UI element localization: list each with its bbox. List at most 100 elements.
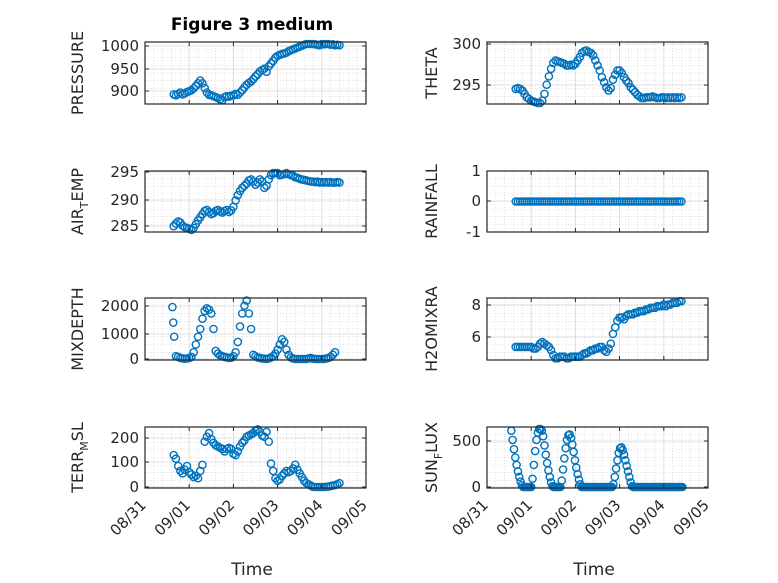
theta-marker [628,85,638,95]
h2omixra-marker [672,298,682,308]
theta-marker [606,83,616,93]
mixdepth-marker [246,324,256,334]
terrsl-marker [260,432,269,442]
airemp-marker [288,171,298,181]
sunlux-marker [545,472,555,482]
airemp-marker [260,183,269,193]
figure-title: Figure 3 medium [171,15,333,35]
theta-marker [593,61,602,70]
theta-marker [588,51,598,60]
h2omixra-marker [546,345,556,355]
sunlux-marker [538,431,548,441]
sunlux-marker [623,467,633,476]
theta-marker [582,46,591,55]
pressure-marker [262,67,271,77]
theta-marker [617,68,627,78]
mixdepth-marker [211,346,221,356]
theta-marker [590,56,600,65]
airemp-marker [246,175,256,184]
sunlux-xtick-label: 09/02 [537,496,580,539]
h2omixra-ytick-label: 6 [471,328,481,346]
h2omixra-marker [661,301,671,311]
terrsl-xtick-label: 08/31 [107,496,150,539]
sunlux-marker [611,464,621,473]
h2omixra-marker [577,350,587,360]
sunlux-xtick-label: 09/01 [493,496,536,539]
terrsl-marker [237,438,247,448]
h2omixra-marker [584,347,593,357]
h2omixra-ytick-label: 8 [471,296,481,314]
airemp-marker [178,221,187,230]
terrsl-marker [191,471,201,481]
pressure-ytick-label: 1000 [101,37,139,55]
theta-marker [599,77,609,87]
airemp-marker [264,175,274,184]
terrsl-marker [266,459,276,468]
mixdepth-marker [193,332,203,342]
mixdepth-marker [226,353,236,362]
theta-marker [677,92,686,102]
pressure-marker [198,79,207,88]
x-axis-label-right: Time [572,560,615,580]
mixdepth-marker [240,301,249,311]
sunlux-marker [622,461,631,471]
h2omixra-marker [639,306,649,316]
sunlux-marker [618,445,627,455]
h2omixra-marker [606,339,616,348]
sunlux-marker [536,424,545,434]
theta-marker [515,84,525,94]
theta-marker [524,94,534,104]
mixdepth-marker [233,337,243,347]
terrsl-ytick-label: 100 [110,453,139,471]
theta-ytick-label: 300 [452,35,481,53]
mixdepth-marker [328,350,338,360]
h2omixra-marker [599,345,609,355]
theta-marker [615,66,624,75]
mixdepth-panel: 0 1000 2000 MIXDEPTH [68,287,367,371]
terrsl-axes-box [144,426,367,489]
airemp-marker [240,181,249,191]
theta-marker [568,61,578,70]
mixdepth-marker [209,324,218,334]
terrsl-marker [171,454,181,464]
sunlux-xtick-label: 08/31 [449,496,492,539]
sunlux-xtick-label: 09/05 [670,496,713,539]
sunlux-marker [526,482,536,492]
pressure-ylabel: PRESSURE [68,31,87,115]
h2omixra-marker [542,341,551,350]
pressure-panel: 900 950 1000 PRESSURE [68,31,367,115]
airemp-marker [169,221,179,231]
theta-marker [624,78,633,88]
pressure-marker [202,88,212,97]
rainfall-ytick-label: -1 [466,223,481,241]
terrsl-marker [268,466,278,476]
mixdepth-marker [168,302,177,312]
airemp-ylabel: AIRTEMP [68,168,91,235]
terrsl-marker [198,460,207,470]
terrsl-marker [290,460,300,470]
terrsl-xtick-label: 09/04 [283,496,326,539]
pressure-marker [271,53,280,62]
sunlux-xtick-label: 09/04 [625,496,668,539]
sunlux-marker [509,444,519,454]
theta-marker [540,89,549,99]
sunlux-marker [569,447,578,457]
theta-marker [542,80,551,90]
terrsl-marker [187,470,196,479]
h2omixra-axes-box [486,297,709,361]
sunlux-marker [513,467,523,476]
rainfall-panel: -1 0 1 RAINFALL [422,162,709,241]
airemp-panel: 285 290 295 AIRTEMP [68,163,367,235]
sunlux-marker [540,441,549,450]
pressure-marker [246,77,256,86]
pressure-marker [189,84,198,93]
sunlux-marker [574,475,584,484]
pressure-ytick-label: 900 [110,82,139,100]
terrsl-xtick-label: 09/05 [328,496,371,539]
h2omixra-marker [588,345,598,355]
terrsl-marker [264,437,274,446]
terrsl-panel: 0 100 200 08/31 09/01 09/02 09/03 09/04 09/05 TER… [68,422,371,539]
sunlux-marker [560,454,569,463]
theta-marker [535,98,545,108]
mixdepth-marker [282,345,291,354]
